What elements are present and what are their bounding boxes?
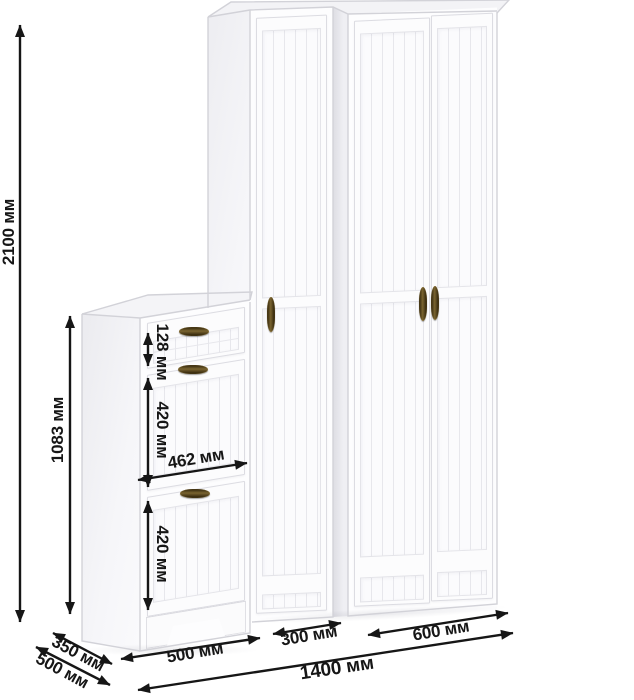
dim-label-upper-door-height: 420 мм <box>153 401 172 459</box>
narrow-door-handle <box>267 297 275 332</box>
dim-arrow-total-width <box>137 629 514 694</box>
wardrobe-junction-gap <box>333 7 348 617</box>
dim-label-drawer-height: 128 мм <box>153 323 172 381</box>
dim-arrow-cabinet-inner-width <box>137 459 248 484</box>
dim-arrow-wardrobe-depth <box>35 645 111 687</box>
wide-right-door-handle <box>431 286 439 320</box>
dimension-arrows <box>15 24 514 694</box>
drawer-handle <box>179 327 209 336</box>
wide-left-door-handle <box>419 287 427 321</box>
furniture-edges <box>81 0 510 652</box>
upper-door-handle <box>178 365 208 374</box>
cabinet-side-panel <box>82 314 140 651</box>
dim-label-lower-door-height: 420 мм <box>153 525 172 583</box>
dim-label-cabinet-height: 1083 мм <box>48 396 67 464</box>
dim-label-total-height: 2100 мм <box>0 198 18 266</box>
lower-door-handle <box>180 489 210 498</box>
